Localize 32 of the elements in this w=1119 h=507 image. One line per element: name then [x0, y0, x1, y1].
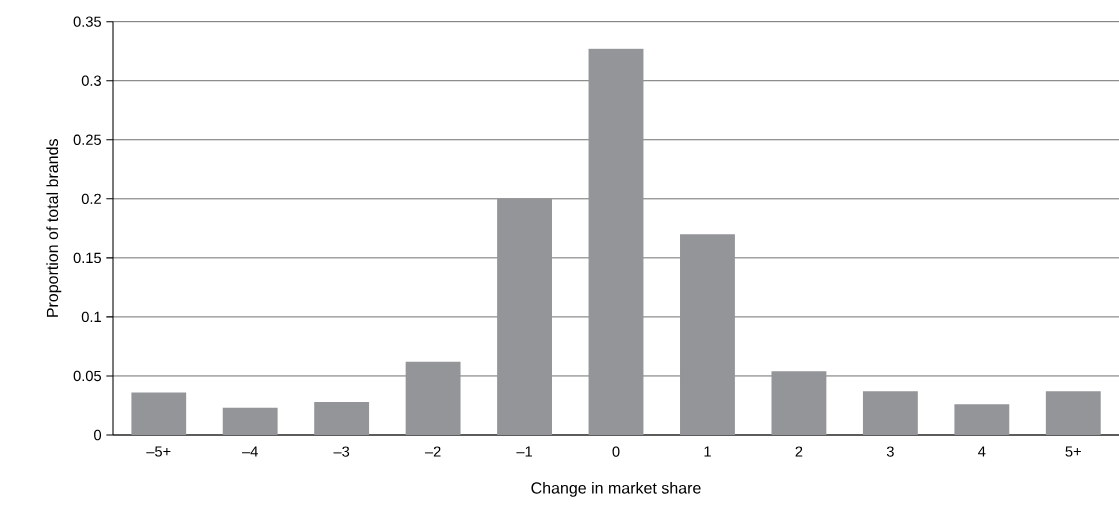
y-tick-label: 0.05	[73, 370, 101, 382]
bar	[222, 407, 278, 435]
bar	[862, 391, 918, 435]
bar	[131, 392, 187, 435]
y-tick-label: 0.3	[81, 75, 101, 86]
bar	[954, 404, 1010, 435]
y-tick-label: 0.15	[73, 252, 101, 264]
bar	[314, 401, 370, 435]
bar	[588, 48, 644, 435]
x-axis-title: Change in market share	[531, 481, 701, 497]
bar	[497, 198, 552, 435]
y-tick-label: 0	[94, 429, 102, 441]
bar	[680, 234, 735, 435]
y-tick-label: 0.2	[81, 193, 101, 204]
bar	[771, 371, 827, 435]
x-tick-label: 5+	[1065, 446, 1081, 457]
y-tick-label: 0.25	[73, 134, 101, 145]
x-tick-label: 3	[886, 446, 894, 457]
y-tick-label: 0.1	[81, 311, 101, 323]
x-tick-label: –1	[516, 446, 532, 457]
x-tick-label: –3	[333, 446, 350, 457]
y-axis-title: Proportion of total brands	[46, 139, 62, 317]
x-tick-label: 1	[704, 446, 711, 457]
x-tick-label: 2	[795, 446, 803, 457]
x-tick-label: 4	[978, 446, 986, 457]
x-tick-label: –4	[242, 446, 258, 457]
bar	[1045, 391, 1101, 435]
y-tick-label: 0.35	[73, 16, 101, 27]
x-tick-label: 0	[612, 446, 620, 457]
x-tick-label: –2	[424, 446, 441, 457]
bar	[405, 361, 461, 435]
x-tick-label: –5+	[146, 446, 171, 457]
